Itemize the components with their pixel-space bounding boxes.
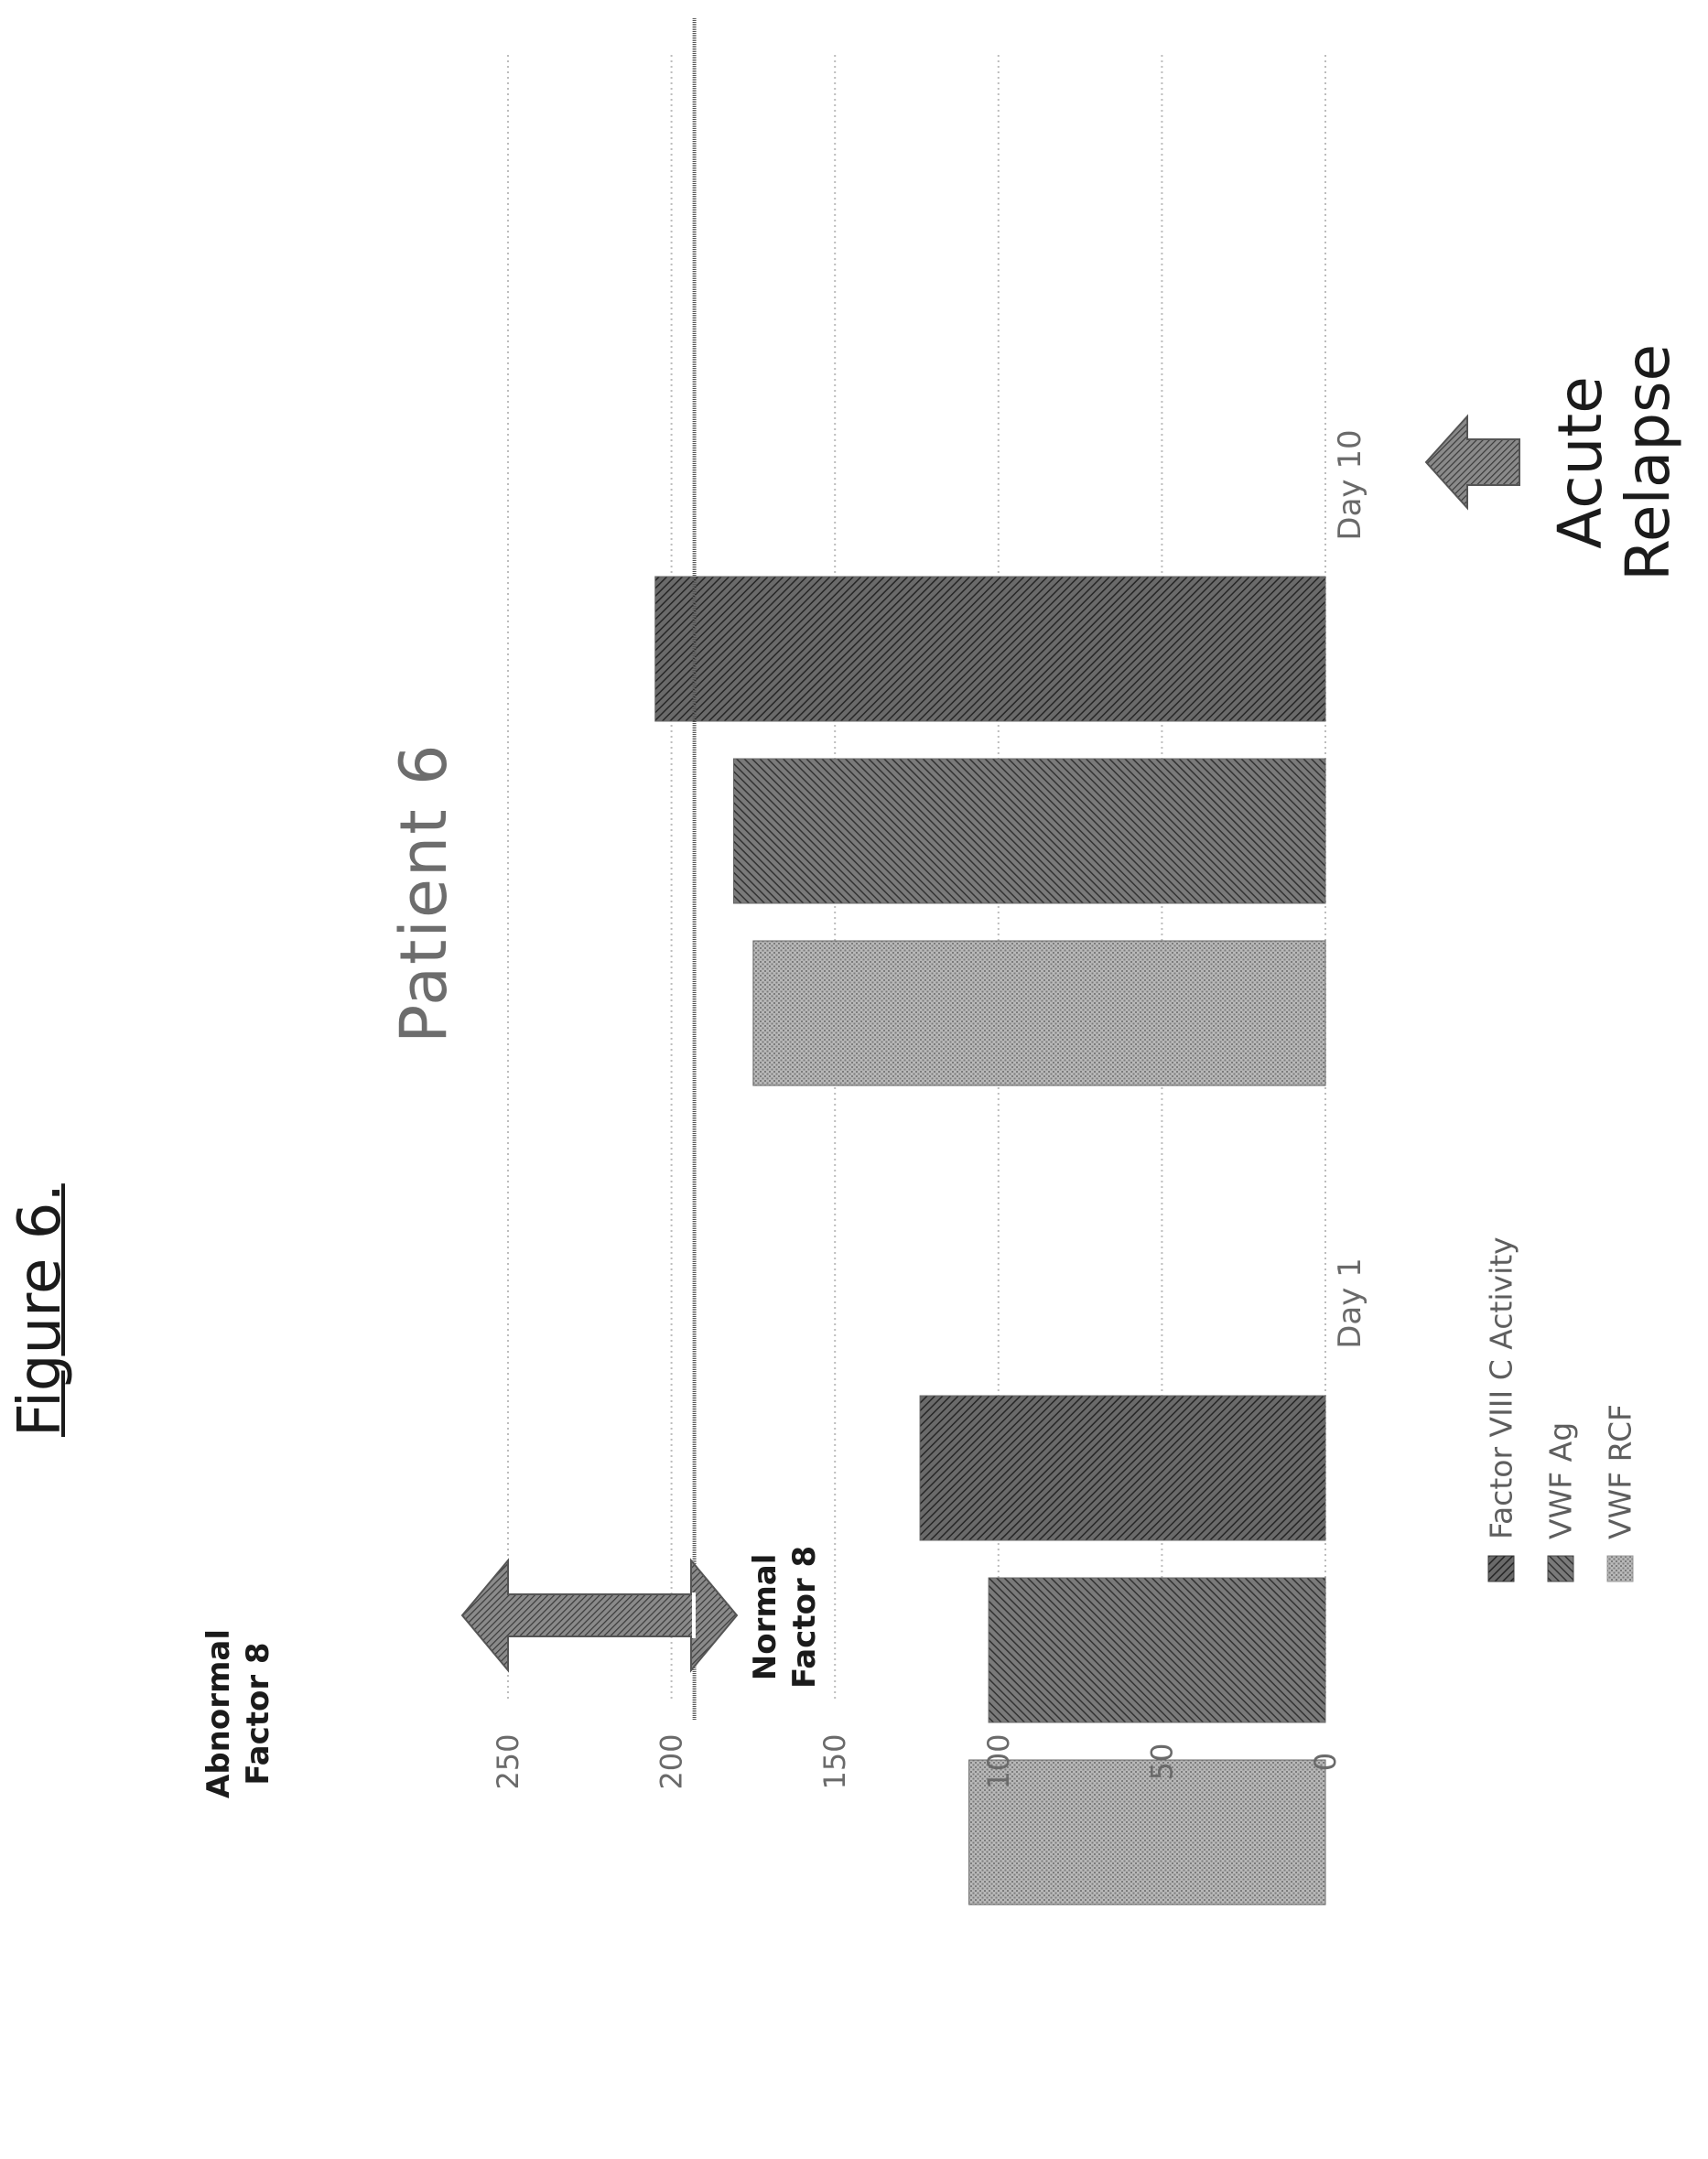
bar [732,758,1326,904]
legend-swatch [1606,1555,1634,1582]
bar [919,1395,1326,1541]
double-arrow-icon [460,1558,739,1673]
bar [752,940,1326,1086]
legend-label: VWF RCF [1603,1404,1638,1539]
acute-relapse-arrow-icon [1424,414,1520,511]
legend-label: VWF Ag [1543,1422,1579,1539]
y-tick-label: 50 [1144,1743,1179,1781]
y-tick-label: 250 [491,1733,525,1789]
category-label: Day 1 [1332,1258,1368,1349]
legend-swatch [1487,1555,1515,1582]
bar [968,1759,1326,1905]
legend-label: Factor VIII C Activity [1484,1236,1519,1539]
bar [654,576,1326,722]
legend-swatch [1547,1555,1574,1582]
y-tick-label: 150 [817,1733,852,1789]
y-tick-label: 0 [1308,1753,1343,1771]
y-tick-label: 200 [654,1733,689,1789]
category-label: Day 10 [1332,429,1368,540]
bar [988,1577,1326,1723]
y-tick-label: 100 [981,1733,1016,1789]
